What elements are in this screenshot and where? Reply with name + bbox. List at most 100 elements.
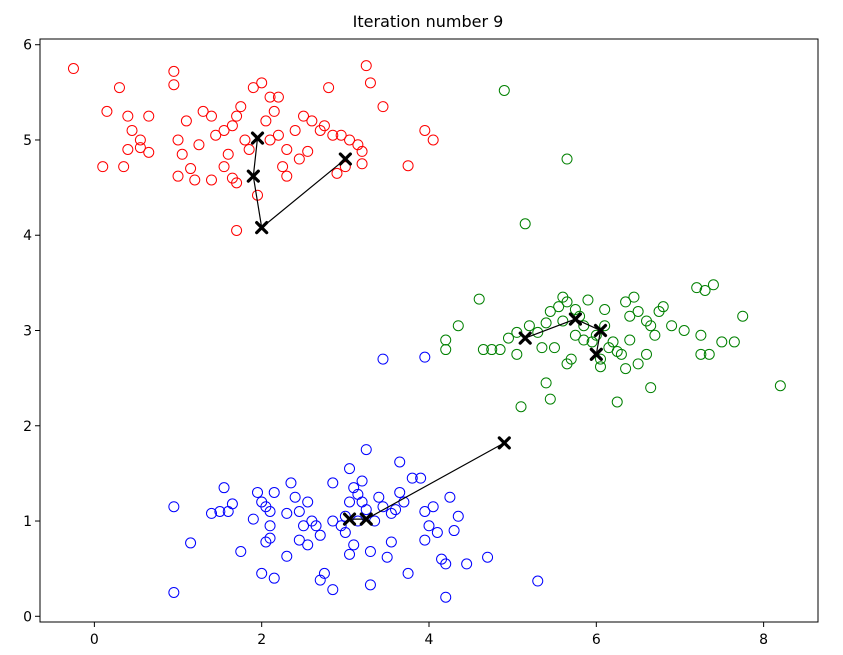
data-point-cluster-3 xyxy=(268,572,280,584)
data-point-cluster-2 xyxy=(582,294,594,306)
chart-title: Iteration number 9 xyxy=(353,12,504,31)
data-point-cluster-1 xyxy=(205,174,217,186)
data-point-cluster-2 xyxy=(569,304,581,316)
data-point-cluster-1 xyxy=(210,129,222,141)
data-point-cluster-1 xyxy=(235,101,247,113)
centroid-paths xyxy=(246,131,608,526)
data-point-cluster-1 xyxy=(247,82,259,94)
data-point-cluster-1 xyxy=(356,158,368,170)
data-point-cluster-3 xyxy=(214,505,226,517)
data-point-cluster-1 xyxy=(293,153,305,165)
data-point-cluster-3 xyxy=(406,472,418,484)
data-point-cluster-2 xyxy=(641,348,653,360)
data-point-cluster-2 xyxy=(536,342,548,354)
data-point-cluster-3 xyxy=(235,546,247,558)
data-point-cluster-2 xyxy=(653,305,665,317)
data-point-cluster-1 xyxy=(281,144,293,156)
data-point-cluster-2 xyxy=(645,320,657,332)
x-tick-label: 8 xyxy=(759,632,768,648)
data-point-cluster-1 xyxy=(268,105,280,117)
data-point-cluster-1 xyxy=(134,142,146,154)
data-point-cluster-1 xyxy=(298,110,310,122)
data-point-cluster-2 xyxy=(599,320,611,332)
data-point-cluster-2 xyxy=(649,329,661,341)
centroid-trajectory xyxy=(349,442,505,520)
data-point-cluster-3 xyxy=(431,526,443,538)
data-point-cluster-2 xyxy=(486,344,498,356)
data-point-cluster-3 xyxy=(168,501,180,513)
data-point-cluster-3 xyxy=(252,486,264,498)
data-point-cluster-2 xyxy=(569,329,581,341)
data-point-cluster-2 xyxy=(540,377,552,389)
y-tick-label: 4 xyxy=(23,228,32,244)
data-point-cluster-3 xyxy=(218,482,230,494)
data-point-cluster-1 xyxy=(302,145,314,157)
data-point-cluster-3 xyxy=(381,551,393,563)
data-point-cluster-1 xyxy=(281,170,293,182)
data-point-cluster-3 xyxy=(348,482,360,494)
data-point-cluster-1 xyxy=(143,110,155,122)
data-point-cluster-3 xyxy=(318,567,330,579)
data-point-cluster-3 xyxy=(260,536,272,548)
data-point-cluster-1 xyxy=(306,115,318,127)
data-point-cluster-3 xyxy=(344,548,356,560)
data-point-cluster-1 xyxy=(126,124,138,136)
data-point-cluster-1 xyxy=(243,144,255,156)
data-point-cluster-3 xyxy=(419,534,431,546)
data-point-cluster-1 xyxy=(323,82,335,94)
y-tick-label: 5 xyxy=(23,133,32,149)
data-point-cluster-1 xyxy=(189,174,201,186)
data-point-cluster-2 xyxy=(473,293,485,305)
data-point-cluster-1 xyxy=(239,134,251,146)
data-point-cluster-2 xyxy=(624,334,636,346)
data-point-cluster-1 xyxy=(67,63,79,75)
data-point-cluster-3 xyxy=(264,505,276,517)
data-point-cluster-2 xyxy=(452,320,464,332)
y-tick-label: 3 xyxy=(23,324,32,340)
data-point-cluster-3 xyxy=(264,532,276,544)
data-points xyxy=(67,60,786,603)
data-point-cluster-2 xyxy=(578,334,590,346)
data-point-cluster-3 xyxy=(289,491,301,503)
data-point-cluster-2 xyxy=(624,310,636,322)
data-point-cluster-1 xyxy=(331,167,343,179)
data-point-cluster-3 xyxy=(415,472,427,484)
x-tick-label: 0 xyxy=(90,632,99,648)
centroid-trajectory xyxy=(524,318,602,355)
centroid-marker xyxy=(359,512,373,526)
data-point-cluster-2 xyxy=(594,361,606,373)
centroid-marker xyxy=(497,436,511,450)
data-point-cluster-1 xyxy=(260,115,272,127)
data-point-cluster-1 xyxy=(256,77,268,89)
data-point-cluster-2 xyxy=(590,329,602,341)
data-point-cluster-1 xyxy=(113,82,125,94)
data-point-cluster-3 xyxy=(281,550,293,562)
data-point-cluster-1 xyxy=(180,115,192,127)
data-point-cluster-1 xyxy=(377,101,389,113)
data-point-cluster-3 xyxy=(461,558,473,570)
data-point-cluster-3 xyxy=(364,546,376,558)
data-point-cluster-1 xyxy=(97,161,109,173)
data-point-cluster-3 xyxy=(373,491,385,503)
data-point-cluster-3 xyxy=(402,567,414,579)
y-axis: 0 1 2 3 4 5 6 xyxy=(23,38,40,625)
data-point-cluster-2 xyxy=(716,336,728,348)
data-point-cluster-1 xyxy=(419,124,431,136)
data-point-cluster-3 xyxy=(444,491,456,503)
x-axis: 0 2 4 6 8 xyxy=(90,622,768,648)
data-point-cluster-2 xyxy=(703,348,715,360)
data-point-cluster-1 xyxy=(364,77,376,89)
data-point-cluster-2 xyxy=(561,296,573,308)
data-point-cluster-2 xyxy=(728,336,740,348)
data-point-cluster-2 xyxy=(620,363,632,375)
data-point-cluster-3 xyxy=(364,579,376,591)
data-point-cluster-3 xyxy=(281,507,293,519)
data-point-cluster-3 xyxy=(298,520,310,532)
centroid-marker xyxy=(589,347,603,361)
data-point-cluster-1 xyxy=(168,65,180,77)
data-point-cluster-2 xyxy=(678,325,690,336)
data-point-cluster-3 xyxy=(327,515,339,527)
data-point-cluster-2 xyxy=(477,344,489,356)
data-point-cluster-3 xyxy=(264,520,276,532)
